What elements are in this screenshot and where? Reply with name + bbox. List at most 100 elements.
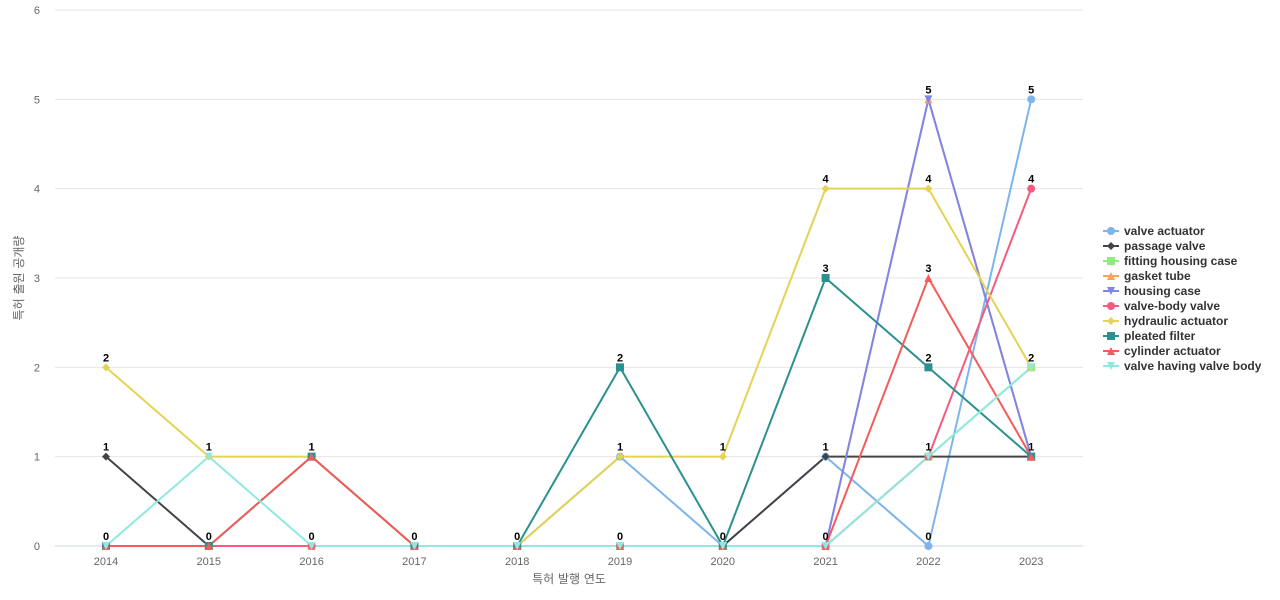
legend-marker-gasket-tube: [1107, 272, 1115, 280]
legend-label: hydraulic actuator: [1124, 314, 1228, 328]
data-point-pleated-filter[interactable]: [924, 363, 933, 372]
data-point-valve-having-valve-body[interactable]: [102, 542, 110, 550]
data-label: 2: [925, 352, 931, 364]
legend-marker-pleated-filter: [1107, 332, 1115, 340]
data-point-passage-valve[interactable]: [821, 452, 830, 461]
data-label: 3: [823, 263, 829, 275]
data-point-passage-valve[interactable]: [102, 452, 110, 461]
data-label: 4: [925, 174, 932, 186]
data-label: 1: [1028, 442, 1034, 454]
x-tick-label: 2020: [711, 556, 735, 568]
data-label: 1: [309, 442, 315, 454]
series-line-valve-actuator[interactable]: [105, 98, 1033, 547]
data-label: 2: [1028, 352, 1034, 364]
legend-item-fitting-housing-case[interactable]: fitting housing case: [1103, 254, 1238, 268]
legend-label: cylinder actuator: [1124, 344, 1221, 358]
data-label: 4: [1028, 174, 1035, 186]
data-point-cylinder-actuator[interactable]: [924, 274, 933, 282]
data-point-valve-having-valve-body[interactable]: [307, 542, 316, 550]
data-label: 1: [617, 442, 623, 454]
legend-label: housing case: [1124, 284, 1201, 298]
y-tick-label: 4: [34, 184, 40, 196]
data-point-valve-having-valve-body[interactable]: [513, 542, 522, 550]
data-point-cylinder-actuator[interactable]: [307, 452, 316, 461]
data-label: 0: [206, 531, 212, 543]
series-line-housing-case[interactable]: [105, 98, 1033, 547]
legend-label: gasket tube: [1124, 269, 1191, 283]
data-label: 1: [925, 442, 931, 454]
x-tick-label: 2021: [813, 556, 837, 568]
legend-marker-hydraulic-actuator: [1107, 317, 1115, 325]
data-point-valve-actuator[interactable]: [1027, 95, 1036, 104]
data-point-pleated-filter[interactable]: [616, 363, 624, 372]
data-labels: 2 1 0 1 0 1 0 0 0 2 1 0 1 0 4 3 1 0 5 4 3 2 1 0 5 4 2 1: [103, 84, 1035, 543]
data-point-valve-body-valve[interactable]: [1027, 184, 1036, 193]
data-point-valve-having-valve-body[interactable]: [1027, 363, 1036, 372]
data-label: 0: [309, 531, 315, 543]
data-label: 2: [103, 352, 109, 364]
legend-item-hydraulic-actuator[interactable]: hydraulic actuator: [1103, 314, 1228, 328]
data-label: 0: [823, 531, 829, 543]
legend-label: passage valve: [1124, 239, 1206, 253]
x-tick-label: 2018: [505, 556, 529, 568]
data-point-valve-having-valve-body[interactable]: [718, 542, 727, 550]
data-point-valve-actuator[interactable]: [924, 542, 933, 550]
data-point-valve-having-valve-body[interactable]: [616, 542, 624, 550]
legend-item-cylinder-actuator[interactable]: cylinder actuator: [1103, 344, 1221, 358]
series-line-cylinder-actuator[interactable]: [105, 277, 1033, 547]
data-point-pleated-filter[interactable]: [821, 274, 830, 282]
data-label: 0: [411, 531, 417, 543]
series-lines: [105, 98, 1033, 547]
data-point-hydraulic-actuator[interactable]: [718, 452, 727, 461]
data-label: 1: [720, 442, 726, 454]
data-point-housing-case[interactable]: [924, 95, 933, 104]
legend-marker-cylinder-actuator: [1107, 347, 1115, 355]
legend-marker-valve-actuator: [1107, 227, 1115, 235]
legend-label: valve having valve body: [1124, 359, 1262, 373]
series-line-valve-having-valve-body[interactable]: [105, 366, 1033, 547]
data-point-hydraulic-actuator[interactable]: [821, 184, 830, 193]
series-line-gasket-tube[interactable]: [105, 98, 1033, 547]
series-line-hydraulic-actuator[interactable]: [105, 187, 1033, 547]
data-point-valve-having-valve-body[interactable]: [204, 452, 213, 461]
data-label: 4: [823, 174, 830, 186]
legend-marker-valve-having-valve-body: [1107, 362, 1115, 370]
y-tick-label: 6: [34, 5, 40, 17]
data-point-hydraulic-actuator[interactable]: [102, 363, 110, 372]
x-tick-label: 2016: [299, 556, 323, 568]
legend-item-passage-valve[interactable]: passage valve: [1103, 239, 1206, 253]
data-label: 0: [925, 531, 931, 543]
y-tick-label: 2: [34, 362, 40, 374]
legend-item-valve-having-valve-body[interactable]: valve having valve body: [1103, 359, 1262, 373]
data-label: 5: [1028, 84, 1034, 96]
data-point-cylinder-actuator[interactable]: [1027, 452, 1036, 461]
data-point-hydraulic-actuator[interactable]: [616, 452, 624, 461]
series-markers: [102, 95, 1036, 550]
legend-marker-valve-body-valve: [1107, 302, 1115, 310]
data-point-cylinder-actuator[interactable]: [204, 542, 213, 550]
legend-item-valve-actuator[interactable]: valve actuator: [1103, 224, 1205, 238]
data-point-valve-having-valve-body[interactable]: [924, 452, 933, 461]
y-tick-label: 3: [34, 273, 40, 285]
data-label: 3: [925, 263, 931, 275]
legend-item-valve-body-valve[interactable]: valve-body valve: [1103, 299, 1220, 313]
legend-marker-housing-case: [1107, 287, 1115, 295]
data-point-valve-having-valve-body[interactable]: [410, 542, 419, 550]
x-tick-label: 2017: [402, 556, 426, 568]
legend-item-pleated-filter[interactable]: pleated filter: [1103, 329, 1196, 343]
x-tick-label: 2023: [1019, 556, 1043, 568]
data-point-hydraulic-actuator[interactable]: [924, 184, 933, 193]
data-point-valve-having-valve-body[interactable]: [821, 542, 830, 550]
data-label: 2: [617, 352, 623, 364]
x-tick-label: 2019: [608, 556, 632, 568]
data-label: 1: [103, 442, 109, 454]
legend-marker-fitting-housing-case: [1107, 257, 1115, 265]
series-line-pleated-filter[interactable]: [105, 277, 1033, 547]
legend-item-housing-case[interactable]: housing case: [1103, 284, 1201, 298]
legend-item-gasket-tube[interactable]: gasket tube: [1103, 269, 1191, 283]
y-tick-label: 5: [34, 94, 40, 106]
